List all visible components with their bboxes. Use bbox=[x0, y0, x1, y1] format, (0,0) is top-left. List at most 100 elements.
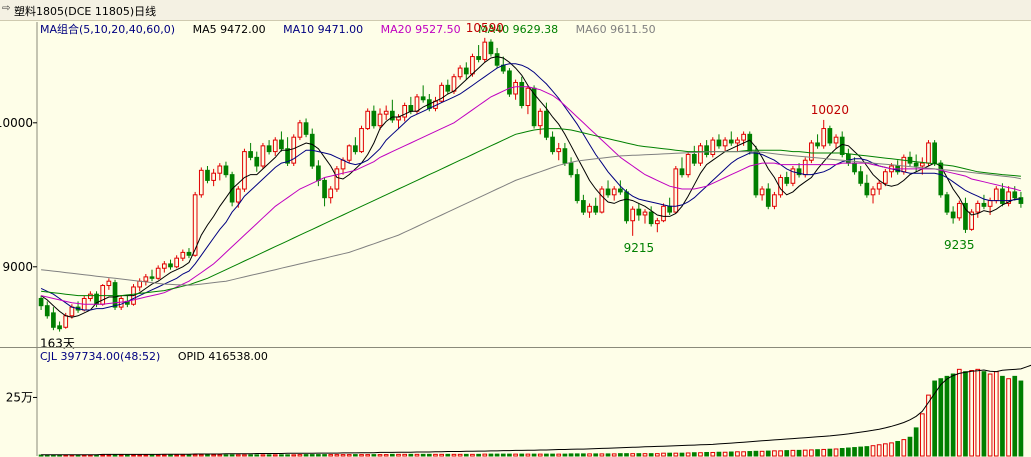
volume-bar bbox=[340, 454, 346, 457]
volume-bar bbox=[550, 453, 555, 457]
candle-body bbox=[408, 105, 414, 112]
volume-bar bbox=[611, 453, 617, 457]
candle-body bbox=[235, 188, 241, 203]
candle-body bbox=[673, 168, 679, 213]
volume-bar bbox=[938, 378, 944, 457]
volume-bar bbox=[519, 453, 525, 457]
candle-body bbox=[913, 162, 919, 167]
candle-body bbox=[932, 142, 937, 164]
volume-bar bbox=[266, 454, 272, 457]
volume-bar bbox=[870, 445, 876, 457]
volume-bar bbox=[599, 453, 605, 457]
volume-bar bbox=[944, 375, 950, 457]
volume-bar bbox=[402, 453, 408, 457]
candle-body bbox=[753, 151, 759, 196]
candle-body bbox=[981, 202, 987, 207]
candle-body bbox=[833, 136, 839, 144]
volume-bar bbox=[100, 454, 106, 457]
volume-bar bbox=[500, 453, 506, 457]
candle-body bbox=[765, 188, 771, 207]
candle-body bbox=[556, 148, 562, 153]
candle-body bbox=[550, 136, 555, 153]
candle-body bbox=[710, 139, 716, 155]
candle-body bbox=[137, 280, 143, 288]
volume-bar bbox=[759, 450, 765, 457]
volume-bar bbox=[235, 454, 241, 457]
volume-bar bbox=[426, 453, 432, 457]
candle-body bbox=[642, 211, 648, 216]
candle-body bbox=[205, 169, 210, 181]
volume-bar bbox=[913, 427, 919, 457]
candle-body bbox=[679, 168, 685, 176]
volume-bar bbox=[291, 454, 297, 457]
volume-bar bbox=[1012, 375, 1018, 457]
volume-bar bbox=[353, 454, 358, 457]
volume-bar bbox=[889, 442, 894, 457]
volume-bar bbox=[346, 454, 352, 457]
candle-body bbox=[161, 263, 167, 269]
volume-bar bbox=[254, 454, 260, 457]
volume-bar bbox=[624, 453, 629, 457]
volume-bar bbox=[433, 453, 438, 457]
candle-body bbox=[624, 191, 629, 222]
volume-bar bbox=[174, 454, 180, 457]
candle-body bbox=[488, 41, 494, 55]
candle-body bbox=[63, 315, 69, 328]
volume-bar bbox=[593, 453, 599, 457]
volume-bar bbox=[901, 439, 907, 457]
candle-body bbox=[975, 202, 981, 213]
candle-body bbox=[322, 179, 327, 199]
candle-body bbox=[618, 188, 623, 193]
candle-body bbox=[685, 153, 691, 176]
candle-body bbox=[334, 168, 340, 190]
volume-bar bbox=[932, 380, 937, 457]
candle-body bbox=[870, 188, 876, 196]
candle-body bbox=[581, 200, 586, 213]
volume-bar bbox=[365, 454, 371, 457]
candle-body bbox=[420, 96, 426, 101]
candle-body bbox=[371, 110, 377, 127]
candle-body bbox=[938, 162, 944, 196]
candle-body bbox=[316, 165, 321, 181]
legend-ma60: MA60 9611.50 bbox=[575, 23, 656, 36]
candle-body bbox=[759, 188, 765, 196]
candle-body bbox=[716, 139, 722, 147]
volume-bar bbox=[772, 450, 777, 457]
volume-bar bbox=[69, 454, 75, 457]
candle-body bbox=[876, 182, 882, 190]
volume-bar bbox=[833, 448, 839, 457]
legend-ma10: MA10 9471.00 bbox=[283, 23, 364, 36]
volume-bar bbox=[180, 454, 186, 457]
volume-bar bbox=[161, 454, 167, 457]
volume-bar bbox=[525, 453, 531, 457]
candle-body bbox=[365, 110, 371, 130]
candle-body bbox=[291, 136, 297, 164]
ma-legend: MA组合(5,10,20,40,60,0) MA5 9472.00 MA10 9… bbox=[40, 21, 670, 36]
candle-body bbox=[537, 110, 543, 127]
volume-bar bbox=[334, 454, 340, 457]
candle-body bbox=[149, 276, 155, 279]
volume-bar bbox=[383, 454, 389, 457]
candle-body bbox=[476, 56, 481, 60]
candle-body bbox=[112, 282, 118, 308]
candle-body bbox=[735, 139, 740, 144]
volume-bar bbox=[316, 454, 321, 457]
candle-body bbox=[562, 148, 568, 164]
candle-body bbox=[217, 165, 223, 174]
candle-body bbox=[704, 145, 709, 155]
volume-bar bbox=[445, 453, 451, 457]
candle-body bbox=[919, 162, 925, 167]
volume-bar bbox=[648, 453, 654, 457]
candle-body bbox=[809, 142, 814, 161]
volume-bar bbox=[106, 454, 112, 457]
window-icon[interactable]: ⇨ bbox=[2, 3, 11, 14]
volume-bar bbox=[303, 454, 309, 457]
volume-bar bbox=[728, 451, 734, 457]
volume-bar bbox=[463, 453, 469, 457]
volume-bar bbox=[272, 454, 278, 457]
volume-bar bbox=[507, 453, 512, 457]
candle-body bbox=[827, 128, 833, 144]
volume-bar bbox=[414, 453, 420, 457]
candle-body bbox=[963, 202, 968, 230]
